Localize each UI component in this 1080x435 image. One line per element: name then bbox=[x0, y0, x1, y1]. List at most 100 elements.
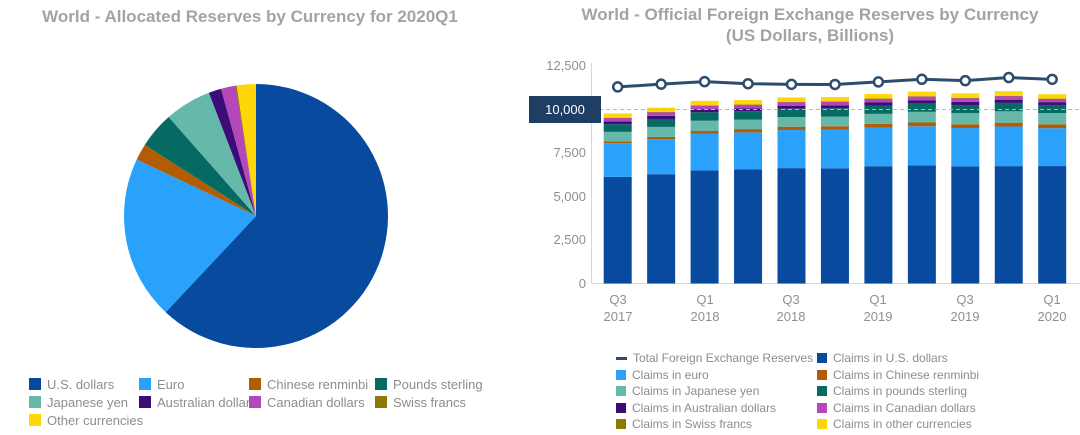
total-reserves-marker-q4-2019[interactable] bbox=[1003, 71, 1015, 84]
bar-segment-claims-in-canadian-dollars-q4-2019[interactable] bbox=[994, 96, 1023, 100]
pie-slice-canadian-dollars[interactable] bbox=[221, 85, 256, 216]
bar-segment-claims-in-u-s-dollars-q3-2018[interactable] bbox=[777, 168, 806, 284]
bar-segment-claims-in-euro-q1-2020[interactable] bbox=[1038, 128, 1067, 167]
legend-item-claims-in-swiss-francs[interactable]: Claims in Swiss francs bbox=[616, 417, 817, 431]
bar-segment-claims-in-other-currencies-q2-2018[interactable] bbox=[734, 100, 763, 105]
bar-segment-claims-in-australian-dollars-q3-2018[interactable] bbox=[777, 105, 806, 109]
total-reserves-marker-q4-2017[interactable] bbox=[655, 78, 667, 90]
pie-slice-u-s-dollars[interactable] bbox=[165, 84, 389, 348]
bar-segment-claims-in-other-currencies-q2-2019[interactable] bbox=[907, 91, 936, 97]
total-reserves-marker-q4-2018[interactable] bbox=[829, 78, 841, 91]
legend-item-claims-in-u-s-dollars[interactable]: Claims in U.S. dollars bbox=[817, 351, 979, 365]
bar-segment-claims-in-pounds-sterling-q2-2018[interactable] bbox=[734, 111, 763, 120]
legend-item-claims-in-canadian-dollars[interactable]: Claims in Canadian dollars bbox=[817, 401, 979, 415]
bar-segment-claims-in-canadian-dollars-q3-2018[interactable] bbox=[777, 102, 806, 106]
total-reserves-marker-q1-2018[interactable] bbox=[698, 75, 711, 88]
bar-segment-claims-in-euro-q2-2019[interactable] bbox=[907, 126, 936, 166]
total-reserves-marker-q2-2018[interactable] bbox=[742, 77, 754, 90]
bar-segment-claims-in-u-s-dollars-q3-2019[interactable] bbox=[951, 166, 980, 284]
bar-segment-claims-in-chinese-renminbi-q3-2019[interactable] bbox=[951, 124, 980, 129]
bar-segment-claims-in-japanese-yen-q1-2020[interactable] bbox=[1038, 113, 1067, 125]
pie-slice-australian-dollars[interactable] bbox=[208, 88, 256, 216]
pie-slice-other-currencies[interactable] bbox=[236, 84, 256, 216]
bar-segment-claims-in-pounds-sterling-q4-2018[interactable] bbox=[820, 108, 849, 117]
bar-segment-claims-in-other-currencies-q4-2017[interactable] bbox=[647, 107, 676, 113]
total-reserves-marker-q1-2019[interactable] bbox=[872, 76, 885, 88]
bar-segment-claims-in-pounds-sterling-q1-2020[interactable] bbox=[1038, 104, 1067, 114]
bar-segment-claims-in-u-s-dollars-q3-2017[interactable] bbox=[603, 176, 632, 284]
bar-segment-claims-in-other-currencies-q3-2018[interactable] bbox=[777, 97, 806, 102]
bar-segment-claims-in-pounds-sterling-q3-2018[interactable] bbox=[777, 108, 806, 118]
bar-segment-claims-in-chinese-renminbi-q1-2020[interactable] bbox=[1038, 124, 1067, 129]
bar-segment-claims-in-euro-q3-2019[interactable] bbox=[951, 128, 980, 167]
bar-segment-claims-in-other-currencies-q1-2020[interactable] bbox=[1038, 94, 1067, 99]
legend-item-claims-in-chinese-renminbi[interactable]: Claims in Chinese renminbi bbox=[817, 368, 979, 382]
bar-segment-claims-in-canadian-dollars-q1-2020[interactable] bbox=[1038, 98, 1067, 103]
pie-slice-japanese-yen[interactable] bbox=[168, 92, 256, 216]
bar-segment-claims-in-canadian-dollars-q2-2019[interactable] bbox=[907, 96, 936, 101]
bar-segment-claims-in-u-s-dollars-q1-2019[interactable] bbox=[864, 166, 893, 284]
bar-segment-claims-in-australian-dollars-q3-2017[interactable] bbox=[603, 121, 632, 125]
pie-slice-swiss-francs[interactable] bbox=[235, 85, 256, 216]
bar-segment-claims-in-japanese-yen-q2-2019[interactable] bbox=[907, 111, 936, 123]
bar-segment-claims-in-japanese-yen-q3-2017[interactable] bbox=[603, 131, 632, 142]
bar-segment-claims-in-canadian-dollars-q1-2018[interactable] bbox=[690, 105, 719, 110]
legend-item-claims-in-australian-dollars[interactable]: Claims in Australian dollars bbox=[616, 401, 817, 415]
bar-segment-claims-in-australian-dollars-q2-2019[interactable] bbox=[907, 100, 936, 104]
legend-item-claims-in-other-currencies[interactable]: Claims in other currencies bbox=[817, 417, 979, 431]
bar-segment-claims-in-euro-q1-2018[interactable] bbox=[690, 133, 719, 171]
bar-segment-claims-in-pounds-sterling-q1-2019[interactable] bbox=[864, 105, 893, 114]
bar-segment-claims-in-canadian-dollars-q3-2017[interactable] bbox=[603, 117, 632, 122]
legend-item-canadian-dollars[interactable]: Canadian dollars bbox=[249, 395, 375, 410]
pie-slice-pounds-sterling[interactable] bbox=[144, 117, 256, 216]
bar-segment-claims-in-chinese-renminbi-q4-2017[interactable] bbox=[647, 136, 676, 140]
legend-item-swiss-francs[interactable]: Swiss francs bbox=[375, 395, 483, 410]
legend-item-pounds-sterling[interactable]: Pounds sterling bbox=[375, 377, 483, 392]
total-reserves-marker-q3-2017[interactable] bbox=[611, 81, 624, 93]
bar-segment-claims-in-other-currencies-q1-2018[interactable] bbox=[690, 100, 719, 106]
bar-segment-claims-in-japanese-yen-q1-2019[interactable] bbox=[864, 113, 893, 124]
bar-segment-claims-in-japanese-yen-q4-2017[interactable] bbox=[647, 126, 676, 137]
legend-item-japanese-yen[interactable]: Japanese yen bbox=[29, 395, 139, 410]
bar-segment-claims-in-japanese-yen-q3-2019[interactable] bbox=[951, 113, 980, 125]
bar-segment-claims-in-u-s-dollars-q2-2018[interactable] bbox=[734, 169, 763, 284]
bar-segment-claims-in-chinese-renminbi-q3-2017[interactable] bbox=[603, 141, 632, 144]
bar-segment-claims-in-pounds-sterling-q3-2017[interactable] bbox=[603, 124, 632, 132]
bar-segment-claims-in-australian-dollars-q4-2018[interactable] bbox=[820, 105, 849, 109]
bar-segment-claims-in-australian-dollars-q1-2018[interactable] bbox=[690, 109, 719, 113]
bar-segment-claims-in-chinese-renminbi-q3-2018[interactable] bbox=[777, 126, 806, 131]
bar-segment-claims-in-euro-q3-2018[interactable] bbox=[777, 130, 806, 169]
bar-segment-claims-in-other-currencies-q3-2019[interactable] bbox=[951, 93, 980, 98]
bar-segment-claims-in-euro-q2-2018[interactable] bbox=[734, 132, 763, 170]
bar-segment-claims-in-japanese-yen-q3-2018[interactable] bbox=[777, 117, 806, 127]
bar-segment-claims-in-u-s-dollars-q1-2018[interactable] bbox=[690, 170, 719, 284]
bar-segment-claims-in-chinese-renminbi-q1-2019[interactable] bbox=[864, 123, 893, 128]
bar-segment-claims-in-chinese-renminbi-q2-2018[interactable] bbox=[734, 129, 763, 133]
bar-segment-claims-in-pounds-sterling-q4-2017[interactable] bbox=[647, 118, 676, 127]
bar-segment-claims-in-australian-dollars-q1-2019[interactable] bbox=[864, 102, 893, 106]
bar-segment-claims-in-australian-dollars-q4-2019[interactable] bbox=[994, 99, 1023, 103]
bar-segment-claims-in-canadian-dollars-q4-2017[interactable] bbox=[647, 112, 676, 116]
bar-segment-claims-in-canadian-dollars-q2-2018[interactable] bbox=[734, 104, 763, 109]
legend-item-u-s-dollars[interactable]: U.S. dollars bbox=[29, 377, 139, 392]
legend-item-australian-dollars[interactable]: Australian dollars bbox=[139, 395, 257, 410]
bar-segment-claims-in-pounds-sterling-q2-2019[interactable] bbox=[907, 103, 936, 112]
bar-segment-claims-in-chinese-renminbi-q4-2019[interactable] bbox=[994, 122, 1023, 127]
bar-segment-claims-in-chinese-renminbi-q1-2018[interactable] bbox=[690, 130, 719, 134]
bar-segment-claims-in-euro-q4-2018[interactable] bbox=[820, 129, 849, 169]
bar-segment-claims-in-u-s-dollars-q1-2020[interactable] bbox=[1038, 166, 1067, 284]
bar-segment-claims-in-chinese-renminbi-q4-2018[interactable] bbox=[820, 126, 849, 130]
bar-segment-claims-in-u-s-dollars-q4-2019[interactable] bbox=[994, 166, 1023, 284]
bar-segment-claims-in-u-s-dollars-q4-2018[interactable] bbox=[820, 168, 849, 284]
bar-segment-claims-in-japanese-yen-q2-2018[interactable] bbox=[734, 119, 763, 130]
bar-segment-claims-in-japanese-yen-q4-2018[interactable] bbox=[820, 116, 849, 127]
bar-segment-claims-in-japanese-yen-q4-2019[interactable] bbox=[994, 111, 1023, 123]
legend-item-claims-in-japanese-yen[interactable]: Claims in Japanese yen bbox=[616, 384, 817, 398]
bar-segment-claims-in-euro-q1-2019[interactable] bbox=[864, 127, 893, 167]
legend-item-other-currencies[interactable]: Other currencies bbox=[29, 413, 143, 428]
bar-segment-claims-in-other-currencies-q1-2019[interactable] bbox=[864, 94, 893, 99]
bar-segment-claims-in-euro-q4-2017[interactable] bbox=[647, 139, 676, 175]
total-reserves-marker-q3-2019[interactable] bbox=[959, 74, 972, 87]
legend-item-claims-in-euro[interactable]: Claims in euro bbox=[616, 368, 817, 382]
bar-segment-claims-in-euro-q3-2017[interactable] bbox=[603, 143, 632, 177]
